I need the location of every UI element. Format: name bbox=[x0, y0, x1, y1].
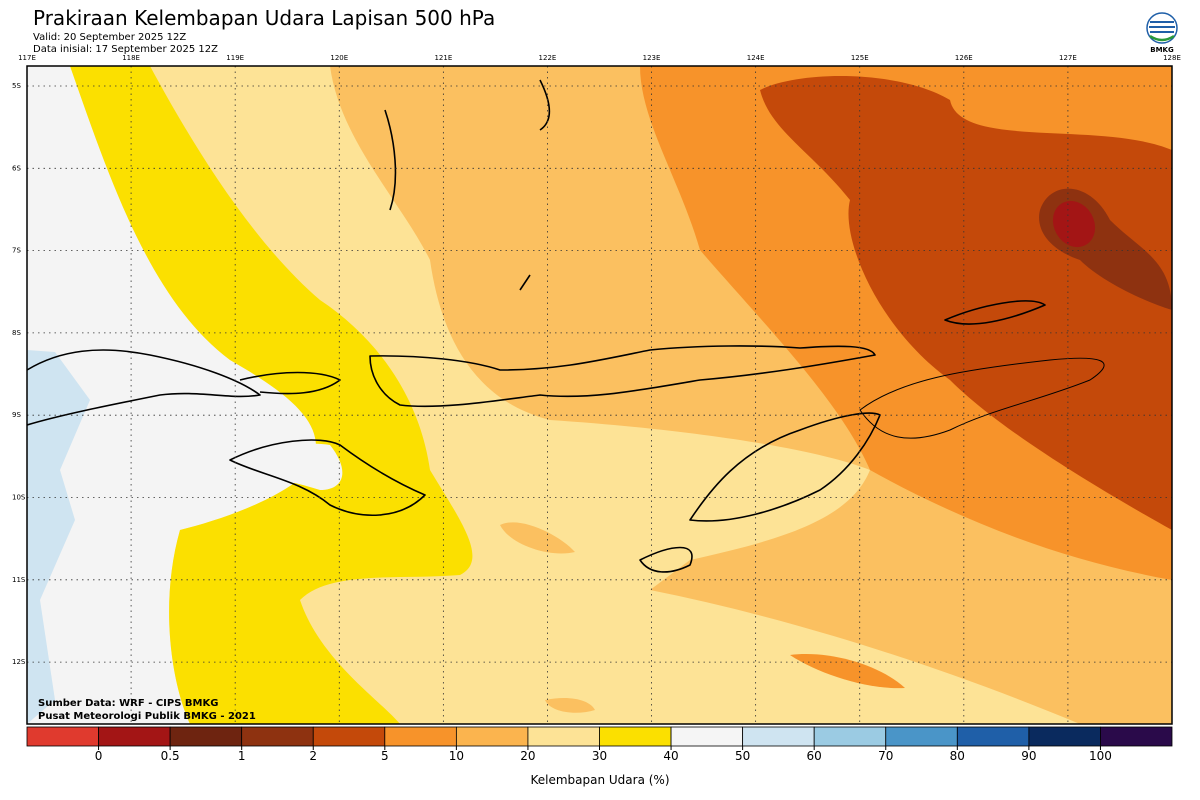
colorbar-tick-label: 1 bbox=[238, 749, 246, 763]
lat-label: 11S bbox=[12, 576, 26, 584]
lon-label: 126E bbox=[955, 54, 973, 62]
colorbar-swatch bbox=[670, 726, 744, 747]
colorbar-swatch bbox=[1028, 726, 1101, 747]
colorbar: 0 0.5 1 2 5 10 20 30 40 50 60 70 80 90 100 bbox=[26, 726, 1173, 763]
colorbar-tick-label: 90 bbox=[1021, 749, 1036, 763]
lat-label: 5S bbox=[12, 82, 21, 90]
lon-label: 118E bbox=[122, 54, 140, 62]
colorbar-swatch bbox=[813, 726, 887, 747]
colorbar-tick-label: 5 bbox=[381, 749, 389, 763]
lon-label: 124E bbox=[747, 54, 765, 62]
humidity-field bbox=[27, 66, 1172, 724]
colorbar-tick-label: 0.5 bbox=[161, 749, 180, 763]
colorbar-swatch bbox=[527, 726, 600, 747]
colorbar-tick-label: 80 bbox=[950, 749, 965, 763]
lon-label: 127E bbox=[1059, 54, 1077, 62]
colorbar-swatch bbox=[169, 726, 243, 747]
colorbar-swatch bbox=[599, 726, 672, 747]
colorbar-tick-label: 10 bbox=[449, 749, 464, 763]
colorbar-swatch bbox=[26, 726, 99, 747]
lon-label: 121E bbox=[434, 54, 452, 62]
colorbar-tick-label: 50 bbox=[735, 749, 750, 763]
lon-label: 125E bbox=[851, 54, 869, 62]
logo: BMKG bbox=[1146, 12, 1178, 54]
colorbar-swatch bbox=[885, 726, 958, 747]
init-time: Data inisial: 17 September 2025 12Z bbox=[33, 44, 218, 55]
title: Prakiraan Kelembapan Udara Lapisan 500 h… bbox=[33, 6, 495, 30]
colorbar-tick-label: 100 bbox=[1089, 749, 1112, 763]
colorbar-swatch bbox=[98, 726, 171, 747]
colorbar-swatch bbox=[1100, 726, 1173, 747]
lon-label: 119E bbox=[226, 54, 244, 62]
colorbar-tick-label: 0 bbox=[95, 749, 103, 763]
lon-label: 120E bbox=[330, 54, 348, 62]
colorbar-tick-label: 30 bbox=[592, 749, 607, 763]
valid-time: Valid: 20 September 2025 12Z bbox=[33, 32, 186, 43]
lon-label: 128E bbox=[1163, 54, 1181, 62]
graticule bbox=[27, 66, 1172, 724]
colorbar-tick-label: 70 bbox=[878, 749, 893, 763]
colorbar-swatch bbox=[455, 726, 529, 747]
map-frame bbox=[26, 65, 1173, 725]
credit: Pusat Meteorologi Publik BMKG - 2021 bbox=[38, 711, 256, 722]
lat-label: 8S bbox=[12, 329, 21, 337]
data-source: Sumber Data: WRF - CIPS BMKG bbox=[38, 698, 218, 709]
colorbar-swatch bbox=[956, 726, 1030, 747]
colorbar-tick-label: 40 bbox=[663, 749, 678, 763]
colorbar-swatch bbox=[312, 726, 386, 747]
lat-label: 6S bbox=[12, 164, 21, 172]
lat-label: 7S bbox=[12, 247, 21, 255]
colorbar-label: Kelembapan Udara (%) bbox=[530, 773, 669, 787]
colorbar-swatch bbox=[742, 726, 815, 747]
lat-label: 12S bbox=[12, 658, 26, 666]
lon-label: 122E bbox=[539, 54, 557, 62]
lat-label: 10S bbox=[12, 494, 26, 502]
lon-label: 123E bbox=[643, 54, 661, 62]
colorbar-tick-label: 60 bbox=[807, 749, 822, 763]
colorbar-swatch bbox=[384, 726, 457, 747]
colorbar-tick-label: 20 bbox=[520, 749, 535, 763]
lon-label: 117E bbox=[18, 54, 36, 62]
colorbar-tick-label: 2 bbox=[309, 749, 317, 763]
lat-label: 9S bbox=[12, 411, 21, 419]
colorbar-swatch bbox=[241, 726, 314, 747]
logo-text: BMKG bbox=[1150, 46, 1174, 54]
